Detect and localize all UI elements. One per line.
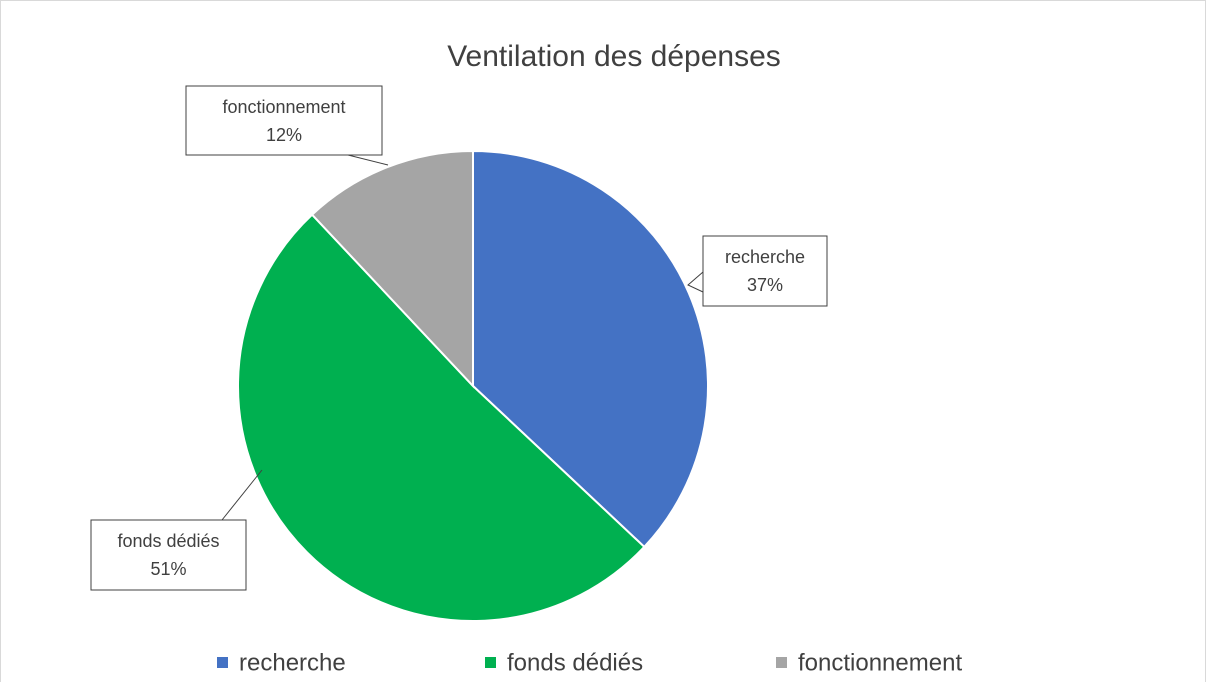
pie-slice bbox=[310, 149, 474, 389]
leader-line bbox=[347, 154, 389, 166]
legend-label: fonds dédiés bbox=[507, 649, 643, 676]
legend-swatch bbox=[217, 657, 228, 668]
data-label-category: recherche bbox=[725, 247, 805, 267]
legend-label: recherche bbox=[239, 649, 346, 676]
leader-line bbox=[221, 469, 263, 521]
data-label-box bbox=[702, 235, 828, 307]
data-label-category: fonds dédiés bbox=[117, 531, 219, 551]
data-label-value: 51% bbox=[150, 559, 186, 579]
data-label-category: fonctionnement bbox=[222, 97, 345, 117]
pie-slice bbox=[472, 149, 709, 549]
data-label-value: 12% bbox=[266, 125, 302, 145]
leader-line bbox=[687, 271, 704, 293]
legend-swatch bbox=[776, 657, 787, 668]
legend-swatch bbox=[485, 657, 496, 668]
pie-slice bbox=[237, 213, 646, 622]
legend-label: fonctionnement bbox=[798, 649, 962, 676]
data-label-box bbox=[185, 85, 383, 156]
data-label-box bbox=[90, 519, 247, 591]
data-label-value: 37% bbox=[747, 275, 783, 295]
chart-title: Ventilation des dépenses bbox=[447, 40, 781, 73]
